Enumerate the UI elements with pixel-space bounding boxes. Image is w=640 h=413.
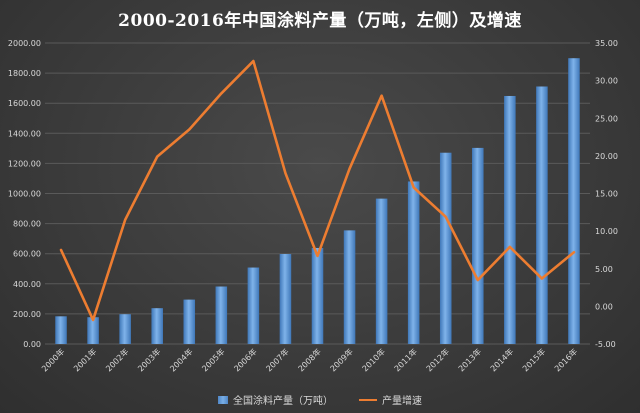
bar [536,86,548,344]
legend-bar-swatch [218,395,228,404]
left-tick-label: 600.00 [13,250,41,259]
x-tick-label: 2002年 [103,346,130,373]
bar [343,230,356,344]
x-axis-ticks: 2000年 2001年 2002年 2003年 2004年 2005年 2006年 2007年… [39,346,579,373]
legend-item-line: 产量增速 [359,392,422,407]
bar [119,314,131,344]
x-tick-label: 2016年 [552,346,579,373]
right-tick-label: 15.00 [595,190,618,199]
left-tick-label: 1200.00 [8,159,41,168]
right-axis-ticks: -5.00 0.00 5.00 10.00 15.00 20.00 25.00 30.00 35… [595,39,618,349]
bar [151,308,163,344]
legend-item-bar: 全国涂料产量（万吨） [218,392,333,407]
right-tick-label: 20.00 [595,152,618,161]
bar [183,299,196,344]
legend-bar-label: 全国涂料产量（万吨） [233,396,333,407]
x-tick-label: 2015年 [520,346,547,373]
bar [472,147,484,344]
right-tick-label: 0.00 [595,302,613,311]
x-tick-label: 2012年 [424,346,451,373]
bar [247,267,260,344]
right-tick-label: 10.00 [595,227,618,236]
x-tick-label: 2010年 [360,346,387,373]
x-tick-label: 2004年 [168,346,195,373]
right-tick-label: 5.00 [595,265,613,274]
bar [279,254,292,344]
x-tick-label: 2014年 [488,346,515,373]
left-axis-ticks: 0.00 200.00 400.00 600.00 800.00 1000.00 1200.… [8,39,41,349]
bar [407,181,420,344]
bar [568,58,580,344]
left-tick-label: 1800.00 [8,69,41,78]
x-tick-label: 2006年 [232,346,259,373]
legend: 全国涂料产量（万吨） 产量增速 [0,392,640,407]
bar [504,95,516,344]
left-tick-label: 400.00 [13,280,41,289]
legend-line-swatch [359,398,377,401]
x-tick-label: 2001年 [71,346,98,373]
chart-title: 2000-2016年中国涂料产量（万吨，左侧）及增速 [118,11,522,31]
left-tick-label: 800.00 [13,220,41,229]
bar [215,286,228,344]
line-series [59,59,576,322]
left-tick-label: 1600.00 [8,99,41,108]
left-tick-label: 2000.00 [8,39,41,48]
left-tick-label: 1000.00 [8,190,41,199]
legend-line-label: 产量增速 [382,396,422,407]
left-tick-label: 200.00 [13,310,41,319]
x-tick-label: 2000年 [39,346,66,373]
bar [87,317,99,344]
bar [55,316,67,344]
right-tick-label: -5.00 [595,340,616,349]
left-tick-label: 1400.00 [8,129,41,138]
x-tick-label: 2008年 [296,346,323,373]
right-tick-label: 30.00 [595,77,618,86]
bar-series [55,58,580,344]
x-tick-label: 2013年 [456,346,483,373]
x-tick-label: 2005年 [200,346,227,373]
x-tick-label: 2007年 [264,346,291,373]
x-tick-label: 2003年 [135,346,162,373]
right-tick-label: 25.00 [595,114,618,123]
bar [375,198,388,344]
x-tick-label: 2011年 [392,346,419,373]
left-tick-label: 0.00 [23,340,41,349]
bar [439,152,452,344]
right-tick-label: 35.00 [595,39,618,48]
bar [311,247,324,344]
x-tick-label: 2009年 [328,346,355,373]
